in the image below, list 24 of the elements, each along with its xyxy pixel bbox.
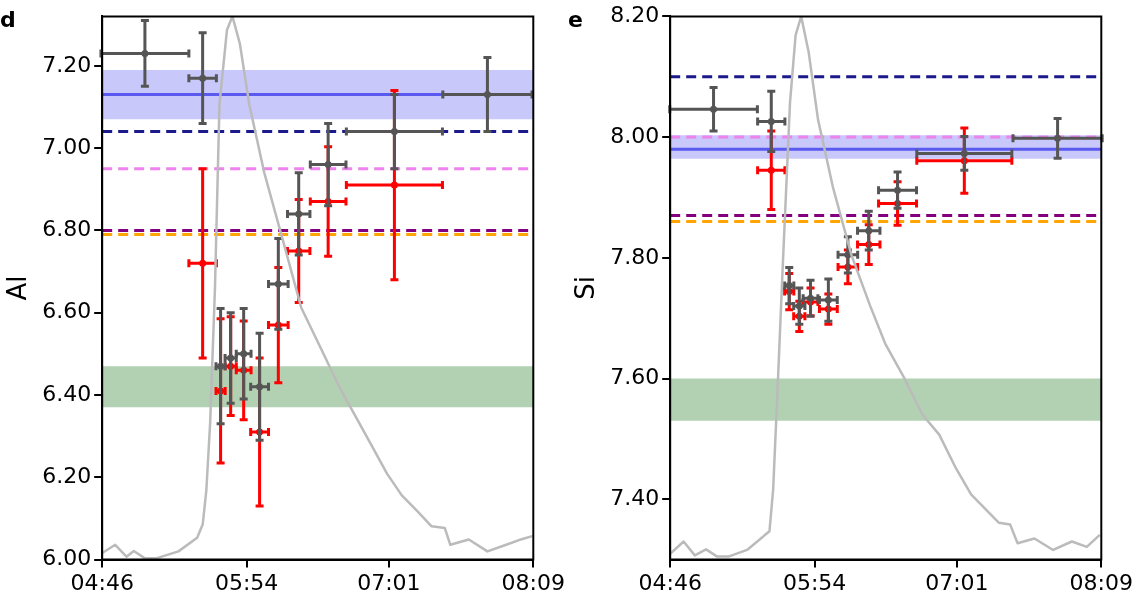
- y-tick-label: 7.80: [610, 243, 660, 269]
- y-tick-label: 6.80: [42, 216, 92, 242]
- x-tick-label: 07:01: [357, 569, 421, 595]
- y-tick-label: 6.40: [42, 380, 92, 406]
- x-tick-label: 08:09: [501, 569, 565, 595]
- x-tick-label: 05:54: [782, 569, 847, 595]
- x-tick-label: 04:46: [638, 569, 702, 595]
- y-tick-label: 7.40: [610, 484, 660, 510]
- y-tick-label: 6.20: [42, 463, 92, 489]
- y-tick-label: 7.20: [42, 51, 92, 77]
- x-tick-label: 04:46: [70, 569, 134, 595]
- x-tick-label: 05:54: [214, 569, 279, 595]
- x-tick-label: 07:01: [925, 569, 989, 595]
- y-axis-title: Si: [570, 276, 601, 300]
- chart-title: e: [568, 6, 583, 32]
- chart-title: d: [0, 6, 16, 32]
- y-axis-title: Al: [2, 275, 33, 301]
- y-tick-label: 6.60: [42, 298, 92, 324]
- y-tick-label: 8.00: [610, 122, 660, 148]
- x-tick-label: 08:09: [1069, 569, 1133, 595]
- y-tick-label: 7.00: [42, 133, 92, 159]
- y-tick-label: 6.00: [42, 545, 92, 571]
- y-tick-label: 7.60: [610, 364, 660, 390]
- y-tick-label: 8.20: [610, 2, 660, 28]
